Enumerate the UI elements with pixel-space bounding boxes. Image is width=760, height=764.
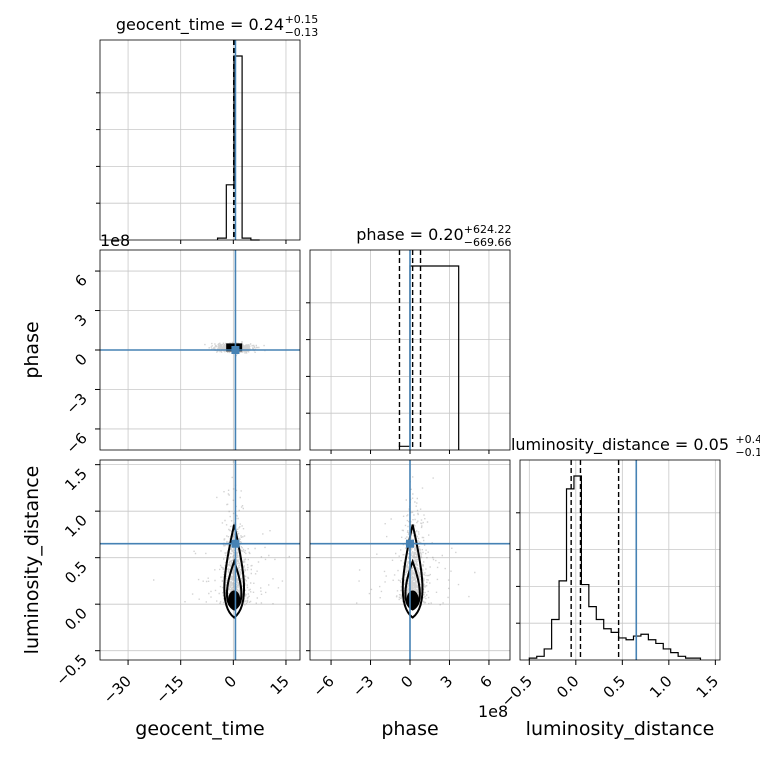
panel-phase-vs-luminosity_distance-truth-marker <box>406 539 414 548</box>
xaxis-label-phase: phase <box>381 718 438 740</box>
panel-geocent_time-vs-luminosity_distance-truth-marker <box>231 539 240 548</box>
diag-geocent_time-histogram <box>216 55 260 241</box>
xtick-label-luminosity_distance: 1.5 <box>693 672 723 702</box>
diag-geocent_time-frame <box>99 39 301 241</box>
panel-phase-vs-luminosity_distance-samples <box>356 476 476 606</box>
offset-label-phase-x: 1e8 <box>478 702 508 721</box>
panel-geocent_time-vs-luminosity_distance-samples <box>153 461 290 606</box>
ytick-label-luminosity_distance: 1.5 <box>61 465 91 495</box>
ytick-label-luminosity_distance: 1.0 <box>61 511 91 541</box>
ytick-label-phase: −3 <box>62 390 90 418</box>
panel-geocent_time-vs-phase-truth-marker <box>231 346 240 354</box>
yaxis-label-phase: phase <box>21 321 43 378</box>
yaxis-label-luminosity_distance: luminosity_distance <box>21 466 43 655</box>
xtick-label-geocent_time: 15 <box>267 672 293 698</box>
diag-luminosity_distance-title-plus: +0.41 <box>735 433 760 446</box>
xtick-label-phase: 0 <box>397 672 416 691</box>
xtick-label-geocent_time: −30 <box>100 672 135 707</box>
diag-luminosity_distance-histogram <box>528 475 702 660</box>
ytick-label-phase: 3 <box>71 311 90 330</box>
xtick-label-phase: 6 <box>476 672 495 691</box>
xtick-label-phase: 3 <box>437 672 456 691</box>
xaxis-label-geocent_time: geocent_time <box>135 718 264 740</box>
panel-geocent_time-vs-luminosity_distance-density-core <box>228 590 241 609</box>
ytick-label-luminosity_distance: 0.0 <box>61 604 91 634</box>
diag-luminosity_distance-title-minus: −0.10 <box>735 446 760 459</box>
xtick-label-luminosity_distance: 1.0 <box>646 672 676 702</box>
diag-phase-title-plus: +624.22 <box>464 223 512 236</box>
ytick-label-phase: 0 <box>71 350 90 369</box>
xtick-label-luminosity_distance: 0.0 <box>553 672 583 702</box>
panel-phase-vs-luminosity_distance-contour-middle <box>404 558 421 611</box>
diag-luminosity_distance-title: luminosity_distance = 0.05 <box>511 435 729 455</box>
diag-geocent_time-title-minus: −0.13 <box>285 26 319 39</box>
ytick-label-luminosity_distance: 0.5 <box>61 558 91 588</box>
diag-phase-title: phase = 0.20 <box>356 225 463 244</box>
xtick-label-geocent_time: 0 <box>221 672 240 691</box>
panel-phase-vs-luminosity_distance-density-core <box>406 590 419 609</box>
panel-geocent_time-vs-luminosity_distance-contour-middle <box>226 558 243 611</box>
diag-geocent_time-title-plus: +0.15 <box>285 13 319 26</box>
diag-luminosity_distance-frame <box>519 459 721 661</box>
xtick-label-phase: −6 <box>310 672 338 700</box>
ytick-label-luminosity_distance: −0.5 <box>52 651 90 689</box>
xtick-label-geocent_time: −15 <box>152 672 187 707</box>
panel-geocent_time-vs-luminosity_distance-contour-outer <box>223 524 246 619</box>
xtick-label-luminosity_distance: 0.5 <box>600 672 630 702</box>
diag-phase-title-minus: −669.66 <box>464 236 512 249</box>
xtick-label-phase: −3 <box>349 672 377 700</box>
ytick-label-phase: 6 <box>71 271 90 290</box>
offset-label-phase-y: 1e8 <box>100 231 130 250</box>
panel-phase-vs-luminosity_distance-contour-outer <box>401 524 424 619</box>
xaxis-label-luminosity_distance: luminosity_distance <box>526 718 715 740</box>
panel-geocent_time-vs-luminosity_distance-frame <box>99 459 301 661</box>
diag-geocent_time-title: geocent_time = 0.24 <box>116 15 284 35</box>
ytick-label-phase: −6 <box>62 429 90 457</box>
